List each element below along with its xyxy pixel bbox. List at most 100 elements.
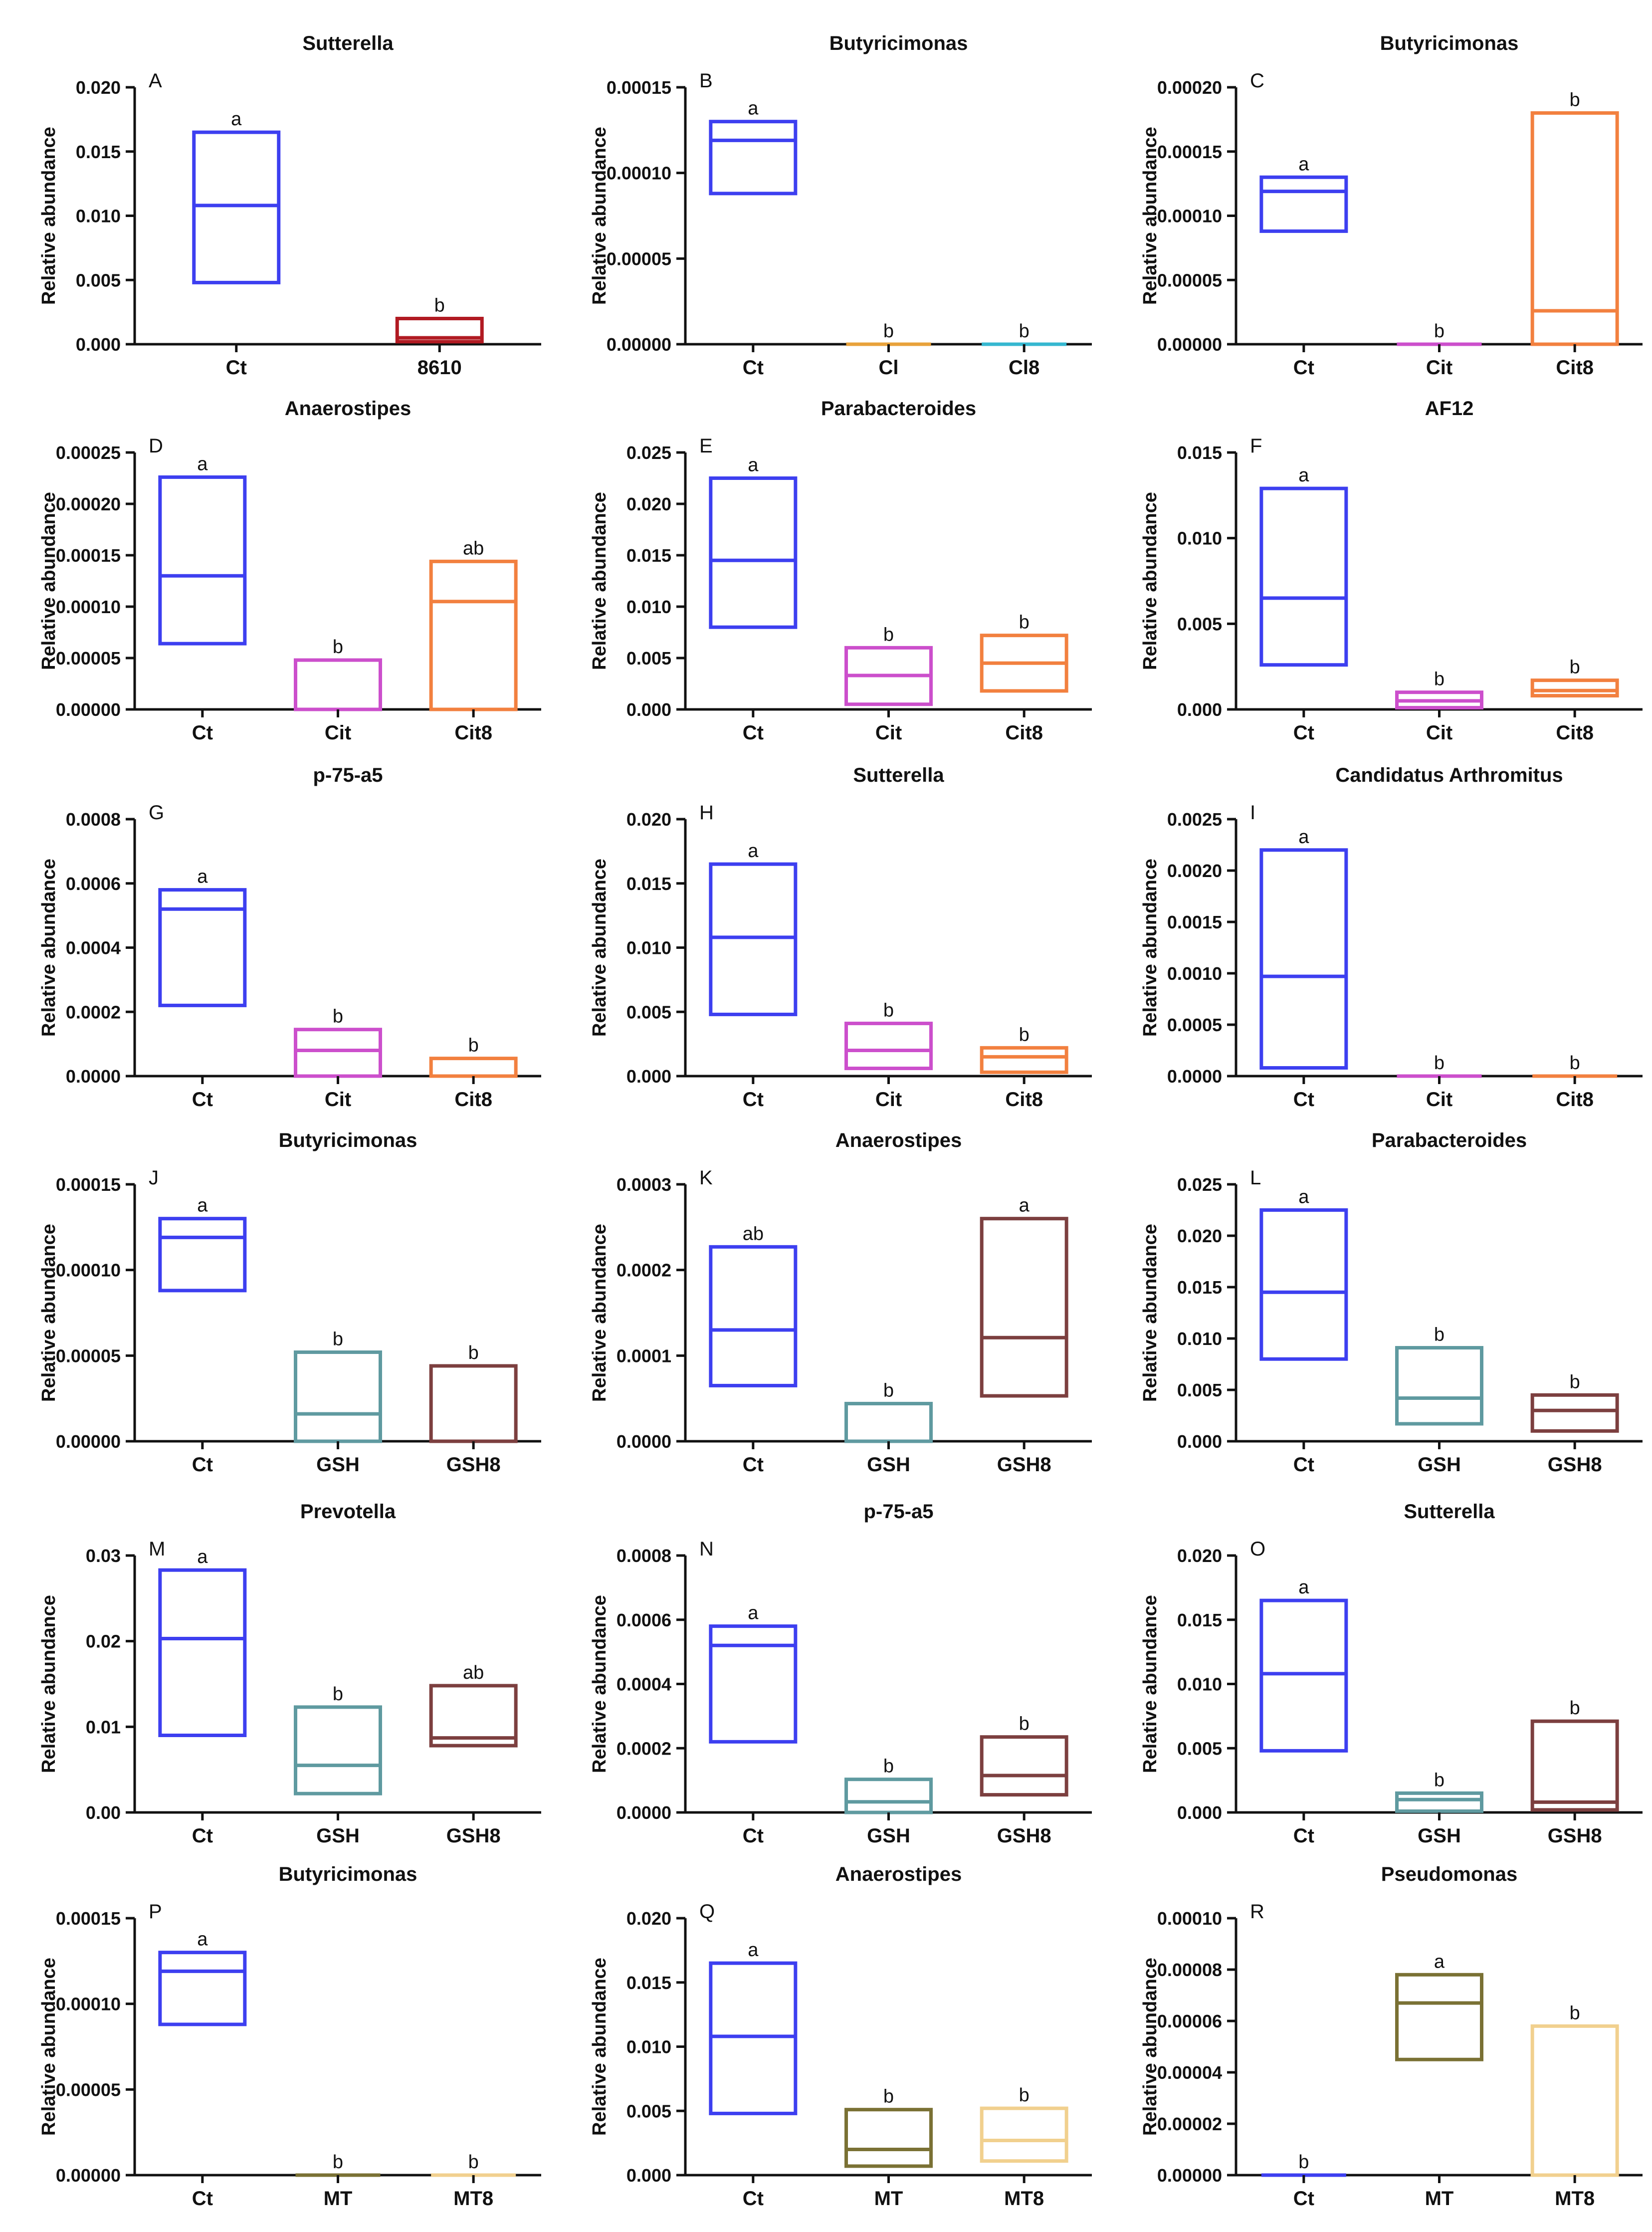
y-tick-label: 0.020 <box>626 494 671 514</box>
y-tick-label: 0.015 <box>1177 443 1222 463</box>
significance-label: b <box>883 1000 894 1021</box>
significance-label: a <box>197 1929 208 1950</box>
y-axis-label: Relative abundance <box>1140 492 1161 670</box>
x-tick-label: Ct <box>192 722 213 744</box>
y-tick-label: 0.0000 <box>66 1066 121 1087</box>
y-tick-label: 0.000 <box>76 334 121 355</box>
y-tick-label: 0.00005 <box>56 1345 121 1366</box>
y-tick-label: 0.00015 <box>607 77 671 98</box>
y-tick-label: 0.010 <box>1177 1329 1222 1349</box>
x-tick-label: Cit <box>1426 722 1452 744</box>
y-axis-label: Relative abundance <box>589 127 610 305</box>
y-axis-label: Relative abundance <box>589 1224 610 1402</box>
y-tick-label: 0.005 <box>76 270 121 290</box>
panel-letter: H <box>699 802 714 824</box>
y-tick-label: 0.00006 <box>1157 2011 1222 2031</box>
y-axis-label: Relative abundance <box>589 492 610 670</box>
chart-title: Prevotella <box>300 1501 396 1523</box>
box-Ct <box>158 888 247 1007</box>
y-tick-label: 0.00002 <box>1157 2114 1222 2134</box>
x-tick-label: Ct <box>192 1454 213 1476</box>
significance-label: ab <box>743 1223 764 1244</box>
x-tick-label: GSH8 <box>997 1825 1051 1847</box>
chart-panel-K: Anaerostipes K Relative abundance 0.0000 0.0… <box>589 1129 1092 1476</box>
y-tick-label: 0.0015 <box>1167 912 1222 932</box>
significance-label: b <box>333 1684 343 1705</box>
x-tick-label: Cit8 <box>1556 722 1594 744</box>
significance-label: a <box>1298 465 1309 486</box>
x-tick-label: Cit <box>325 1089 351 1111</box>
x-tick-label: MT8 <box>453 2188 493 2210</box>
box-MT <box>1395 1973 1483 2061</box>
significance-label: b <box>1570 2003 1580 2023</box>
y-axis-label: Relative abundance <box>1140 1224 1161 1402</box>
significance-label: ab <box>463 1662 484 1683</box>
y-tick-label: 0.0006 <box>66 874 121 894</box>
y-tick-label: 0.0010 <box>1167 963 1222 984</box>
chart-panel-A: Sutterella A Relative abundance 0.000 0.005 0… <box>38 32 541 379</box>
chart-panel-M: Prevotella M Relative abundance 0.00 0.01 0.0… <box>38 1501 541 1847</box>
chart-title: Butyricimonas <box>1380 32 1519 54</box>
y-tick-label: 0.015 <box>626 874 671 894</box>
box-Cit <box>294 1028 382 1078</box>
chart-title: Pseudomonas <box>1381 1863 1517 1885</box>
box-MT <box>844 2108 933 2168</box>
significance-label: a <box>197 453 208 474</box>
panel-letter: C <box>1250 70 1264 92</box>
y-tick-label: 0.010 <box>626 938 671 958</box>
y-tick-label: 0.00015 <box>56 545 121 566</box>
significance-label: b <box>333 1329 343 1349</box>
significance-label: b <box>333 637 343 658</box>
x-tick-label: Ct <box>226 357 247 379</box>
significance-label: a <box>748 1603 759 1624</box>
box-GSH8 <box>980 1735 1068 1797</box>
chart-title: AF12 <box>1425 398 1474 420</box>
chart-title: Butyricimonas <box>279 1863 417 1885</box>
panel-letter: E <box>699 435 713 457</box>
y-tick-label: 0.0000 <box>617 1802 671 1823</box>
x-tick-label: Ct <box>1293 722 1314 744</box>
significance-label: b <box>1434 321 1445 342</box>
chart-panel-F: AF12 F Relative abundance 0.000 0.005 0.010 0.… <box>1140 398 1643 744</box>
x-tick-label: Cit <box>875 722 902 744</box>
box-Ct <box>1259 848 1348 1070</box>
y-tick-label: 0.010 <box>76 206 121 226</box>
x-tick-label: Ct <box>192 2188 213 2210</box>
significance-label: b <box>1434 1053 1445 1074</box>
panel-letter: M <box>149 1538 165 1560</box>
y-axis-label: Relative abundance <box>38 1958 59 2136</box>
x-tick-label: Ct <box>1293 2188 1314 2210</box>
y-tick-label: 0.020 <box>1177 1546 1222 1566</box>
x-tick-label: GSH <box>867 1454 910 1476</box>
chart-title: Parabacteroides <box>1372 1129 1527 1151</box>
x-tick-label: Cit8 <box>454 1089 492 1111</box>
y-tick-label: 0.00000 <box>607 334 671 355</box>
x-tick-label: Cit <box>1426 357 1452 379</box>
y-axis-label: Relative abundance <box>38 1595 59 1773</box>
significance-label: b <box>1019 2085 1030 2106</box>
y-tick-label: 0.00025 <box>56 443 121 463</box>
box-GSH8 <box>1530 1719 1619 1812</box>
x-tick-label: Ct <box>1293 357 1314 379</box>
y-tick-label: 0.005 <box>626 648 671 669</box>
chart-panel-E: Parabacteroides E Relative abundance 0.000 0… <box>589 398 1092 744</box>
x-tick-label: Cit8 <box>1005 722 1043 744</box>
y-tick-label: 0.00020 <box>56 494 121 514</box>
y-axis-label: Relative abundance <box>38 1224 59 1402</box>
y-tick-label: 0.00005 <box>1157 270 1222 290</box>
y-tick-label: 0.000 <box>1177 1431 1222 1452</box>
box-Ct <box>709 120 798 196</box>
box-Ct <box>158 475 247 646</box>
y-tick-label: 0.005 <box>1177 1380 1222 1400</box>
y-tick-label: 0.0002 <box>617 1738 671 1759</box>
y-tick-label: 0.0025 <box>1167 809 1222 830</box>
y-tick-label: 0.00010 <box>1157 206 1222 226</box>
y-tick-label: 0.020 <box>1177 1226 1222 1246</box>
y-tick-label: 0.005 <box>626 1002 671 1022</box>
significance-label: a <box>748 455 759 476</box>
panel-letter: F <box>1250 435 1262 457</box>
box-Ct <box>709 1245 798 1387</box>
y-tick-label: 0.00005 <box>56 2079 121 2100</box>
y-tick-label: 0.00010 <box>1157 1908 1222 1929</box>
